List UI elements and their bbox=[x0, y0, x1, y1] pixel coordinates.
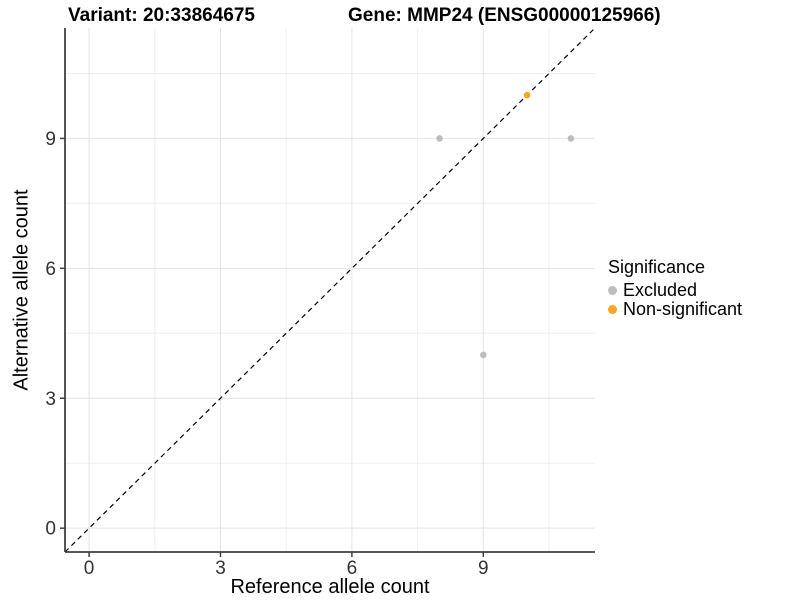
x-axis-title: Reference allele count bbox=[230, 576, 430, 598]
y-tick-label: 6 bbox=[45, 259, 56, 280]
legend-item-excluded: Excluded bbox=[608, 281, 742, 300]
data-point-non-significant bbox=[523, 91, 531, 99]
data-point-excluded bbox=[436, 135, 443, 142]
variant-title: Variant: 20:33864675 bbox=[68, 5, 255, 26]
x-tick-label: 3 bbox=[215, 558, 226, 579]
excluded-swatch-icon bbox=[608, 286, 617, 295]
y-tick-label: 3 bbox=[45, 389, 56, 410]
gene-title: Gene: MMP24 (ENSG00000125966) bbox=[348, 5, 661, 26]
legend-title: Significance bbox=[608, 257, 706, 277]
y-axis-title: Alternative allele count bbox=[10, 189, 33, 391]
y-tick-label: 0 bbox=[45, 519, 56, 540]
plot-panel: 0 3 6 9 0 3 6 9 bbox=[45, 27, 596, 579]
legend-item-label: Non-significant bbox=[623, 299, 743, 319]
x-tick-label: 9 bbox=[478, 558, 489, 579]
identity-line bbox=[64, 27, 596, 553]
data-point-excluded bbox=[480, 351, 487, 359]
non-significant-swatch-icon bbox=[608, 305, 617, 314]
legend-item-non-significant: Non-significant bbox=[608, 300, 742, 319]
legend: Significance Excluded Non-significant bbox=[608, 257, 742, 319]
data-point-excluded bbox=[567, 135, 575, 142]
x-tick-label: 0 bbox=[84, 558, 95, 579]
x-tick-label: 6 bbox=[347, 558, 358, 579]
y-tick-label: 9 bbox=[45, 129, 56, 150]
legend-item-label: Excluded bbox=[623, 280, 698, 300]
